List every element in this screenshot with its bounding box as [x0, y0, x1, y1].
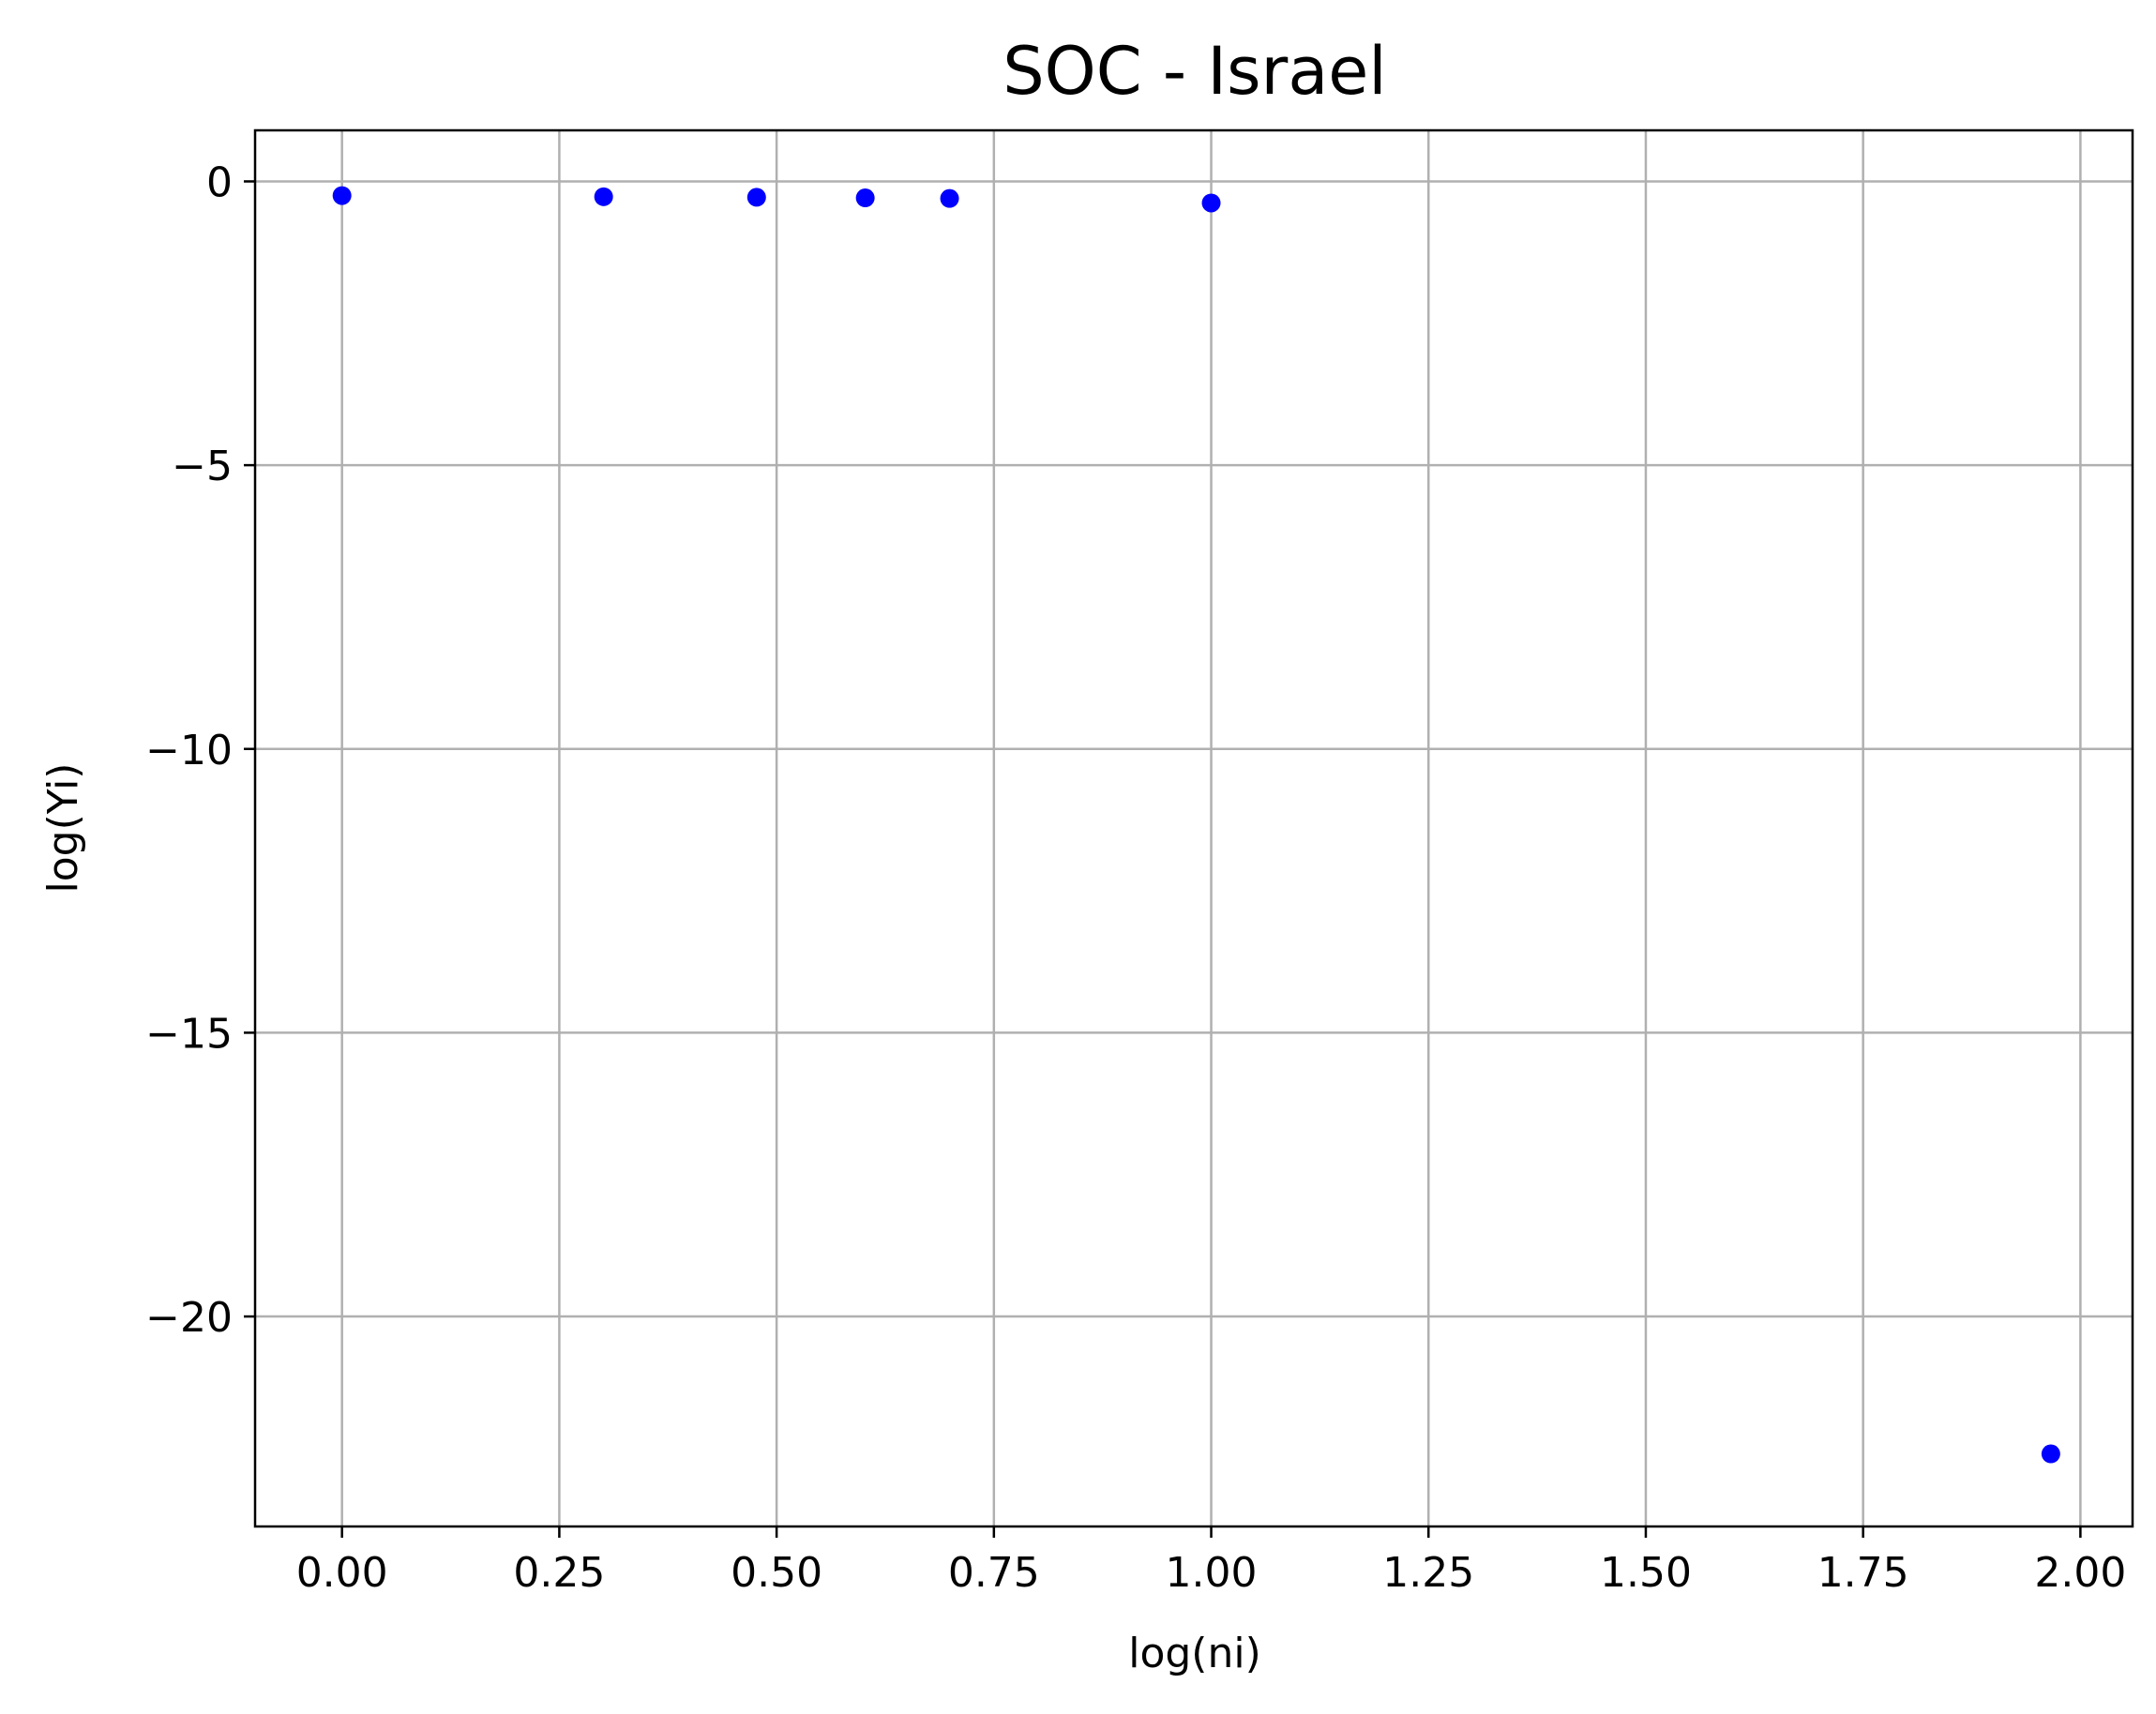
y-tick-label: −15 [145, 1010, 233, 1058]
x-tick-label: 0.25 [513, 1549, 605, 1597]
data-point [2041, 1444, 2060, 1464]
x-tick-label: 1.00 [1166, 1549, 1258, 1597]
x-tick-label: 0.00 [296, 1549, 388, 1597]
x-tick-label: 2.00 [2034, 1549, 2126, 1597]
axis-ticks: 0.00 0.25 0.50 0.75 1.00 1.25 1.50 1.75 2.00 0 −5 −… [145, 158, 2126, 1597]
data-point [332, 186, 352, 205]
y-tick-label: −5 [172, 443, 233, 490]
data-points [332, 186, 2060, 1464]
y-axis-label: log(Yi) [39, 763, 87, 894]
data-point [594, 187, 613, 206]
y-tick-label: 0 [206, 158, 233, 206]
x-tick-label: 0.75 [948, 1549, 1040, 1597]
chart-title: SOC - Israel [1003, 33, 1386, 110]
x-tick-label: 1.75 [1817, 1549, 1909, 1597]
x-tick-label: 1.25 [1382, 1549, 1474, 1597]
y-tick-label: −20 [145, 1294, 233, 1342]
plot-area-frame [253, 128, 2134, 1528]
data-point [940, 188, 959, 208]
data-point [746, 188, 766, 207]
data-point [855, 188, 875, 208]
x-axis-label: log(ni) [1128, 1630, 1261, 1677]
y-tick-label: −10 [145, 727, 233, 774]
data-point [1201, 193, 1221, 213]
x-tick-label: 1.50 [1600, 1549, 1692, 1597]
x-tick-label: 0.50 [731, 1549, 822, 1597]
grid [255, 130, 2133, 1526]
